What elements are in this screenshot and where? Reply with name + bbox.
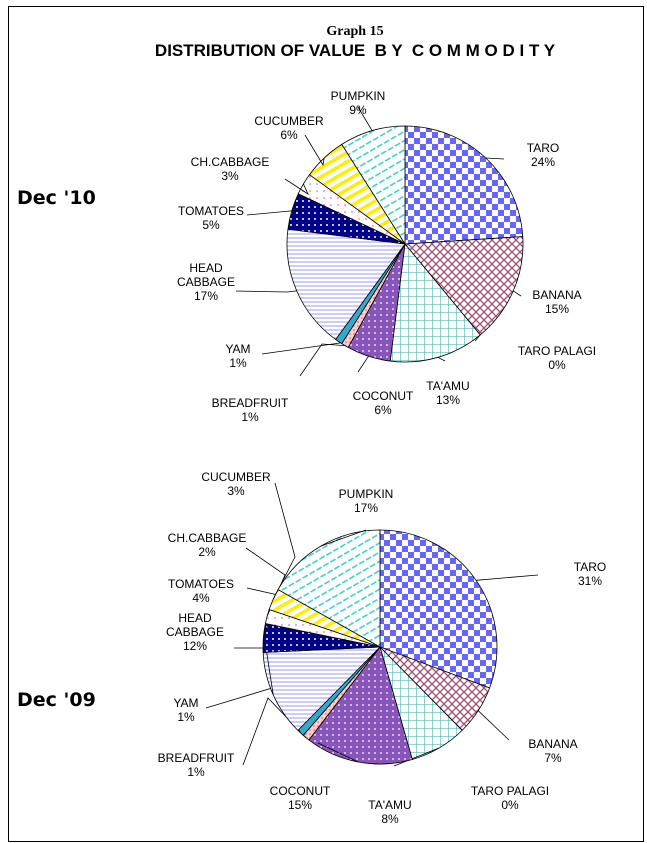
leader-line-cucumber [304,134,325,167]
slice-value-coconut: 15% [288,798,312,812]
leader-line-banana [513,290,522,297]
slice-label-breadfruit: BREADFRUIT [158,751,235,765]
slice-label-banana: BANANA [528,737,577,751]
slice-value-yam: 1% [229,356,247,370]
slice-value-pumpkin: 17% [354,501,378,515]
slice-label-tomatoes: TOMATOES [178,204,244,218]
slice-value-tomatoes: 4% [192,591,210,605]
slice-label-yam: YAM [173,696,198,710]
slice-label-taro-palagi: TARO PALAGI [518,344,596,358]
slice-value-taro-palagi: 0% [501,798,519,812]
leader-line-ta-amu [393,747,440,767]
slice-value-coconut: 6% [374,403,392,417]
pie-slice-head-cabbage [286,228,406,341]
slice-value-head-cabbage: 12% [183,639,207,653]
leader-line-breadfruit [299,343,345,377]
slice-value-head-cabbage: 17% [194,289,218,303]
slice-value-taro: 24% [531,155,555,169]
slice-label-ch-cabbage: CH.CABBAGE [168,531,247,545]
slice-label-ch-cabbage: CH.CABBAGE [191,155,270,169]
slice-label-taro: TARO [574,560,606,574]
leader-line-coconut [357,355,369,373]
slice-label-cucumber: CUCUMBER [254,114,324,128]
slice-label-ta-amu: TA'AMU [426,379,469,393]
slice-value-cucumber: 3% [227,484,245,498]
slice-label-yam: YAM [225,342,250,356]
slice-value-banana: 15% [545,302,569,316]
leader-line-yam [261,341,341,355]
pie-slice-pumpkin [277,529,381,648]
slice-label-head-cabbage-2: CABBAGE [166,625,224,639]
slice-label-head-cabbage-1: HEAD [189,261,223,275]
panel-label-dec-10: Dec '10 [17,187,96,209]
slice-value-ta-amu: 8% [381,812,399,826]
pie-slice-taro [404,125,524,245]
slice-value-yam: 1% [177,710,195,724]
slice-label-banana: BANANA [532,288,581,302]
slice-label-cucumber: CUCUMBER [201,470,271,484]
pie-slice-ta-amu [389,243,481,363]
leader-line-tomatoes [246,209,302,216]
slice-value-breadfruit: 1% [187,765,205,779]
slice-value-tomatoes: 5% [202,218,220,232]
slice-label-head-cabbage-1: HEAD [178,611,212,625]
slice-value-breadfruit: 1% [241,410,259,424]
slice-label-pumpkin: PUMPKIN [339,487,394,501]
slice-value-pumpkin: 9% [349,103,367,117]
slice-value-ta-amu: 13% [436,393,460,407]
leader-line-coconut [317,742,359,763]
pie-slice-banana [404,236,524,336]
leader-line-taro [476,574,539,581]
slice-value-ch-cabbage: 3% [221,169,239,183]
leader-line-pumpkin [357,106,373,131]
slice-value-taro-palagi: 0% [548,358,566,372]
panel-label-dec-09: Dec '09 [17,689,96,711]
slice-value-taro: 31% [578,574,602,588]
slice-value-cucumber: 6% [280,128,298,142]
graph-number: Graph 15 [326,24,383,39]
slice-label-tomatoes: TOMATOES [168,577,234,591]
leader-line-ch-cabbage [284,178,309,196]
slice-label-breadfruit: BREADFRUIT [212,396,289,410]
leader-line-banana [477,710,510,741]
chart-title: DISTRIBUTION OF VALUE B Y C O M M O D I … [155,41,556,60]
slice-label-coconut: COCONUT [270,784,331,798]
slice-label-coconut: COCONUT [353,389,414,403]
slice-value-banana: 7% [544,751,562,765]
slice-label-taro: TARO [527,141,559,155]
leader-line-ta-amu [437,356,446,362]
leader-line-taro [485,157,505,160]
leader-line-pumpkin [320,529,367,547]
slice-value-ch-cabbage: 2% [198,545,216,559]
slice-label-head-cabbage-2: CABBAGE [177,275,235,289]
slice-label-pumpkin: PUMPKIN [331,89,386,103]
slice-label-ta-amu: TA'AMU [368,798,411,812]
leader-line-head-cabbage [235,290,297,293]
slice-label-taro-palagi: TARO PALAGI [471,784,549,798]
